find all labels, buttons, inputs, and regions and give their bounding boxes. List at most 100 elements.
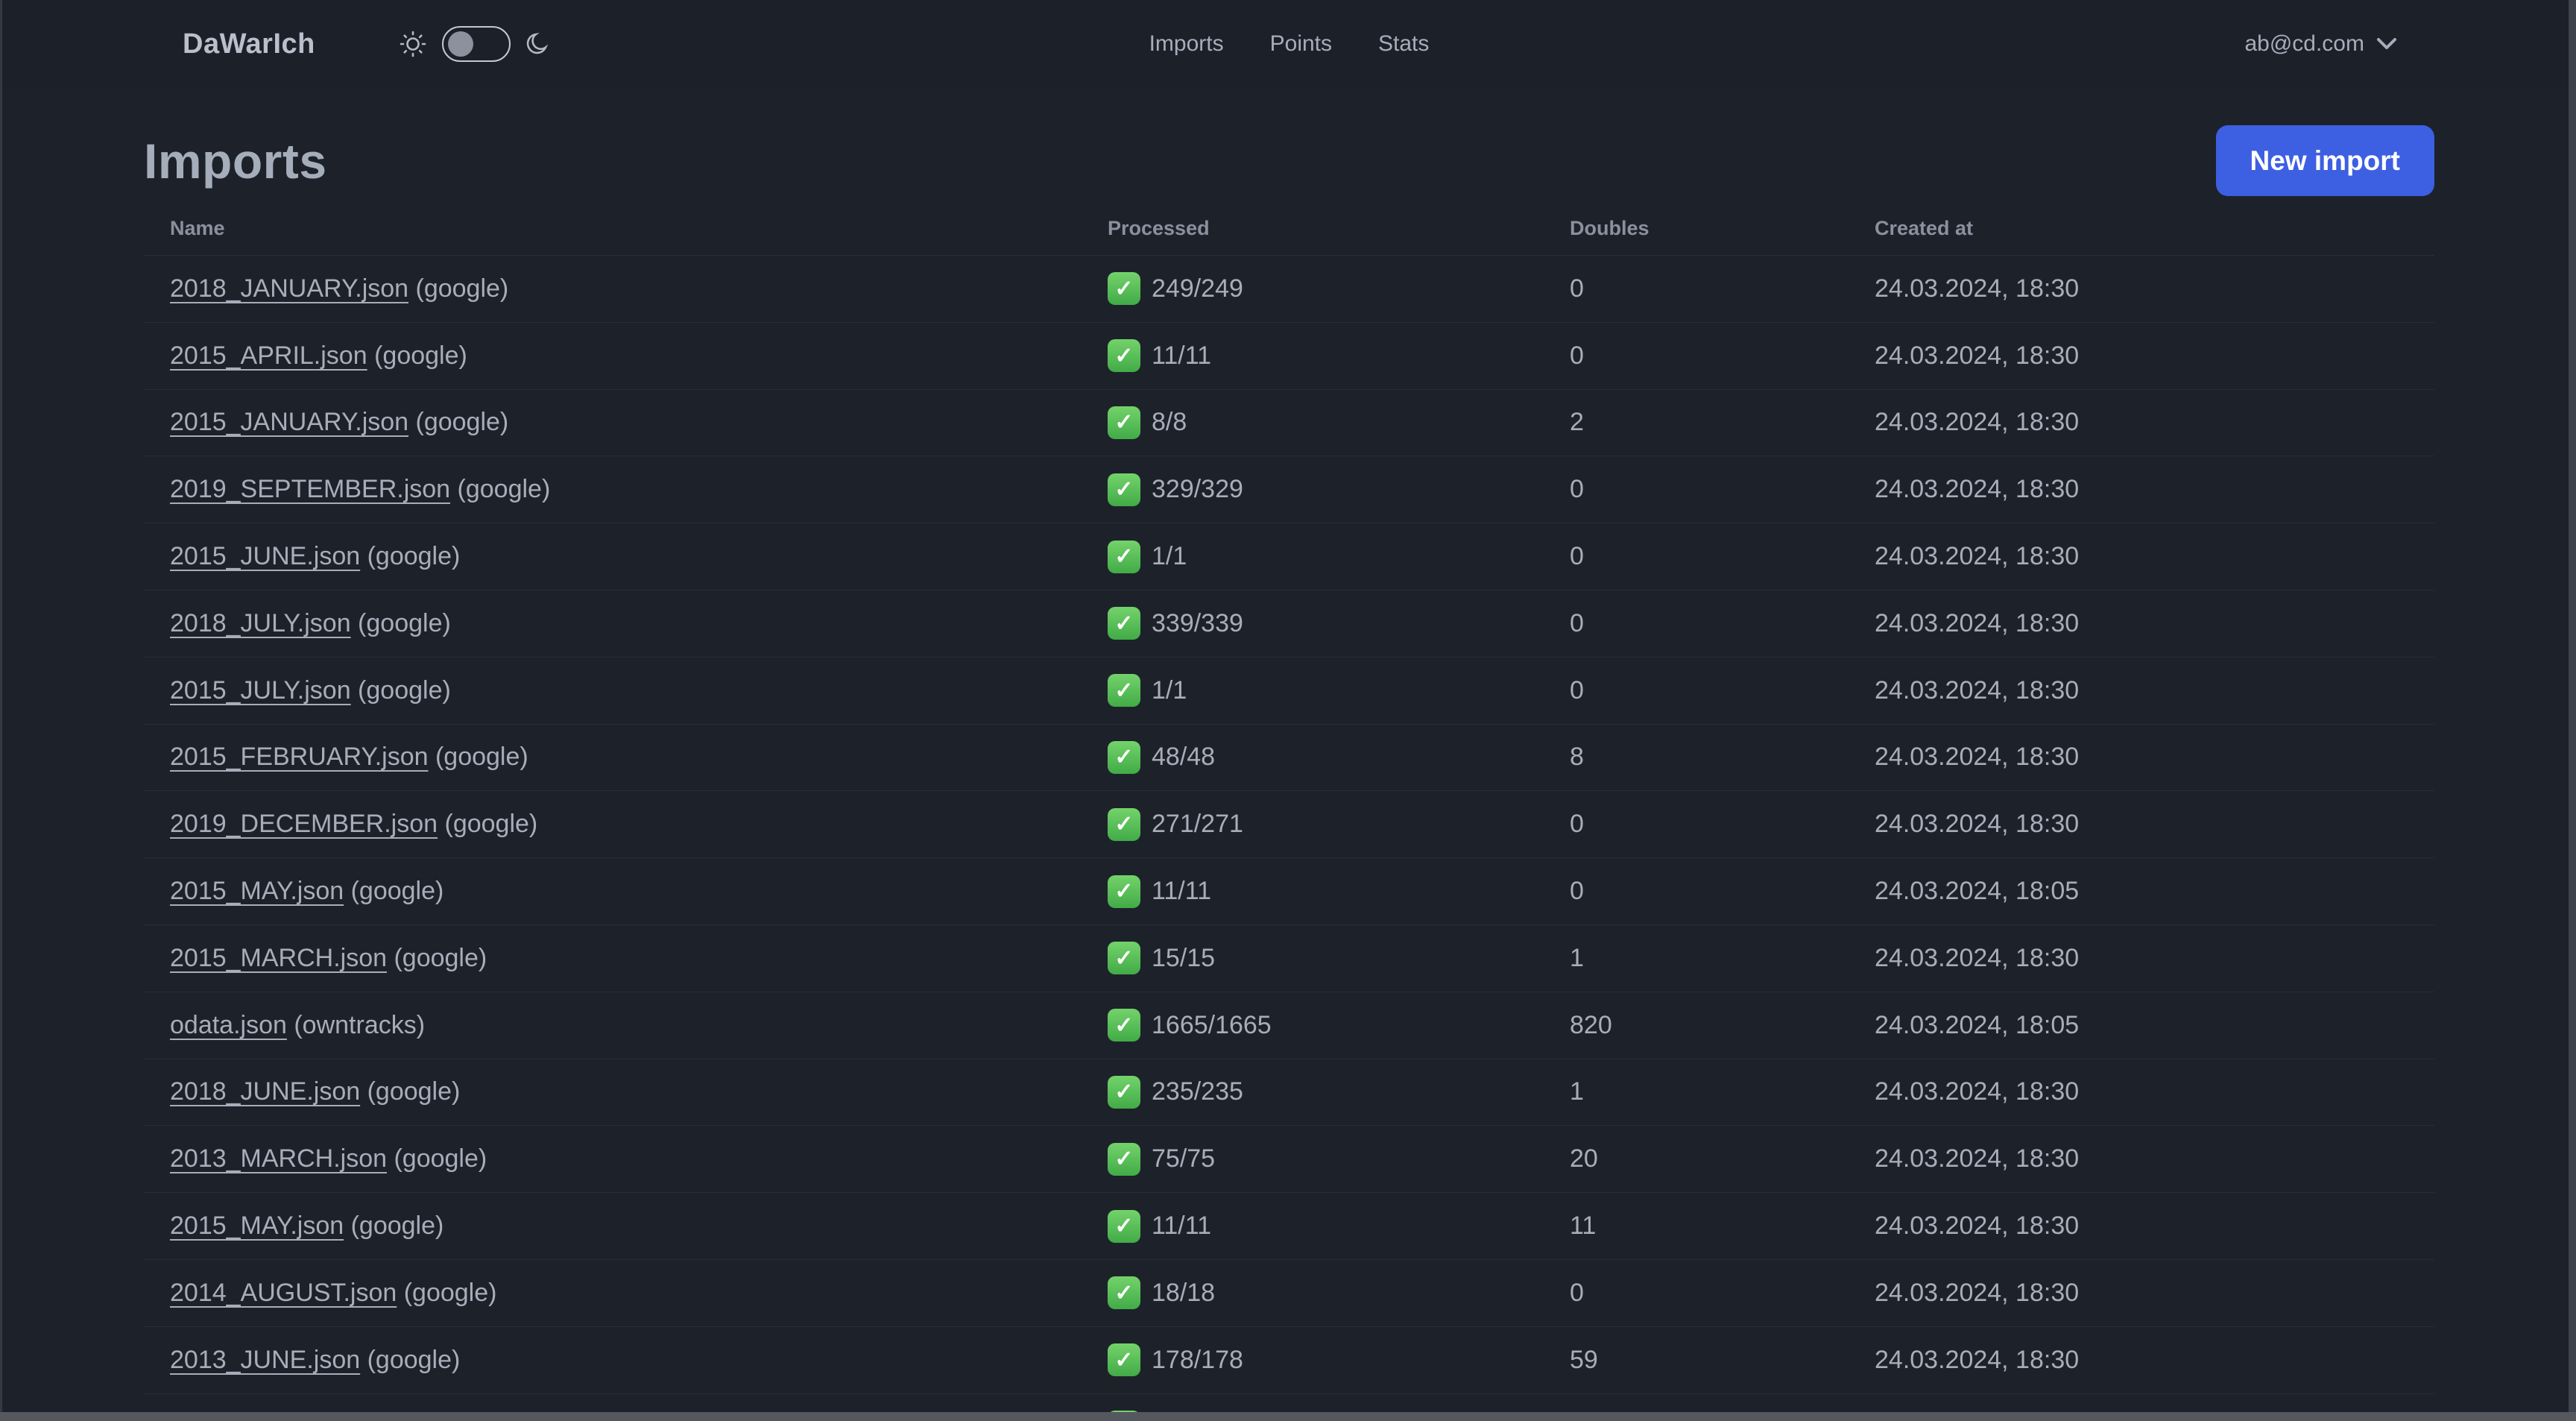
success-check-icon: ✓ (1108, 1142, 1140, 1176)
import-file-link[interactable]: 2015_JUNE.json (170, 542, 361, 571)
doubles-cell: 0 (1570, 1278, 1584, 1307)
doubles-cell: 8 (1570, 743, 1584, 772)
import-file-link[interactable]: 2015_APRIL.json (170, 341, 367, 370)
new-import-button[interactable]: New import (2215, 125, 2434, 196)
moon-icon (526, 33, 549, 54)
navbar: DaWarIch Imports Points Stats ab@cd.com (2, 0, 2576, 88)
table-row: 2015_MAY.json (google) ✓ 11/11 0 24.03.2024,… (144, 858, 2434, 925)
created-at-cell: 24.03.2024, 18:05 (1875, 877, 2080, 906)
main-nav: Imports Points Stats (1149, 0, 1430, 88)
table-body: 2018_JANUARY.json (google) ✓ 249/249 0 24.03… (144, 256, 2434, 1421)
processed-cell: ✓ 1/1 (1108, 674, 1570, 708)
import-file-link[interactable]: 2019_SEPTEMBER.json (170, 475, 451, 504)
success-check-icon: ✓ (1108, 807, 1140, 841)
table-row: 2015_MAY.json (google) ✓ 11/11 11 24.03.2024… (144, 1193, 2434, 1260)
processed-cell: ✓ 249/249 (1108, 272, 1570, 306)
theme-switcher (399, 26, 552, 62)
created-at-cell: 24.03.2024, 18:30 (1875, 475, 2080, 504)
nav-item-stats[interactable]: Stats (1378, 31, 1430, 56)
table-row: 2015_MARCH.json (google) ✓ 15/15 1 24.03.202… (144, 925, 2434, 992)
table-row: 2018_JANUARY.json (google) ✓ 249/249 0 24.03… (144, 256, 2434, 323)
success-check-icon: ✓ (1108, 1276, 1140, 1310)
import-file-link[interactable]: 2015_MARCH.json (170, 943, 388, 972)
import-file-link[interactable]: 2018_JULY.json (170, 608, 351, 637)
processed-cell: ✓ 48/48 (1108, 740, 1570, 774)
table-row: 2013_MARCH.json (google) ✓ 75/75 20 24.03.20… (144, 1126, 2434, 1194)
processed-count: 178/178 (1152, 1345, 1243, 1374)
processed-count: 271/271 (1152, 810, 1243, 839)
table-row: 2015_FEBRUARY.json (google) ✓ 48/48 8 24.03.… (144, 725, 2434, 792)
created-at-cell: 24.03.2024, 18:30 (1875, 743, 2080, 772)
success-check-icon: ✓ (1108, 540, 1140, 573)
nav-item-imports[interactable]: Imports (1149, 31, 1224, 56)
import-file-link[interactable]: 2014_AUGUST.json (170, 1278, 397, 1307)
nav-item-points[interactable]: Points (1269, 31, 1333, 56)
vertical-scrollbar[interactable] (2569, 0, 2576, 1412)
doubles-cell: 0 (1570, 675, 1584, 705)
table-row: 2014_AUGUST.json (google) ✓ 18/18 0 24.03.20… (144, 1260, 2434, 1327)
import-file-link[interactable]: 2013_JUNE.json (170, 1345, 361, 1374)
table-row: 2018_JULY.json (google) ✓ 339/339 0 24.03.20… (144, 590, 2434, 658)
horizontal-scrollbar[interactable] (0, 1412, 2576, 1421)
processed-cell: ✓ 15/15 (1108, 942, 1570, 975)
created-at-cell: 24.03.2024, 18:30 (1875, 341, 2080, 370)
column-header-processed: Processed (1108, 216, 1210, 239)
import-file-link[interactable]: 2019_DECEMBER.json (170, 810, 438, 839)
theme-toggle[interactable] (441, 26, 511, 62)
success-check-icon: ✓ (1108, 942, 1140, 975)
name-cell: 2018_JULY.json (google) (170, 608, 451, 637)
table-row: 2015_JULY.json (google) ✓ 1/1 0 24.03.2024, … (144, 658, 2434, 725)
import-file-link[interactable]: 2018_JANUARY.json (170, 274, 409, 303)
import-file-link[interactable]: 2015_JULY.json (170, 675, 351, 705)
success-check-icon: ✓ (1108, 674, 1140, 708)
doubles-cell: 0 (1570, 475, 1584, 504)
name-cell: 2018_JANUARY.json (google) (170, 274, 509, 303)
app-logo[interactable]: DaWarIch (183, 28, 315, 60)
import-file-link[interactable]: 2013_MARCH.json (170, 1144, 388, 1173)
doubles-cell: 20 (1570, 1144, 1598, 1173)
processed-count: 11/11 (1152, 341, 1212, 370)
processed-count: 329/329 (1152, 475, 1243, 504)
processed-cell: ✓ 271/271 (1108, 807, 1570, 841)
name-cell: odata.json (owntracks) (170, 1010, 426, 1039)
main-content: Imports New import Name Processed Double… (2, 125, 2576, 1421)
processed-count: 249/249 (1152, 274, 1243, 303)
created-at-cell: 24.03.2024, 18:30 (1875, 810, 2080, 839)
import-file-link[interactable]: 2015_MAY.json (170, 1212, 344, 1241)
chevron-down-icon (2377, 38, 2396, 49)
name-cell: 2015_MARCH.json (google) (170, 943, 487, 972)
account-email: ab@cd.com (2244, 31, 2364, 56)
import-file-link[interactable]: 2015_MAY.json (170, 877, 344, 906)
created-at-cell: 24.03.2024, 18:30 (1875, 1212, 2080, 1241)
created-at-cell: 24.03.2024, 18:30 (1875, 608, 2080, 637)
column-header-doubles: Doubles (1570, 216, 1650, 239)
import-file-link[interactable]: odata.json (170, 1010, 287, 1039)
import-file-link[interactable]: 2018_JUNE.json (170, 1077, 361, 1106)
doubles-cell: 11 (1570, 1212, 1597, 1241)
created-at-cell: 24.03.2024, 18:30 (1875, 1278, 2080, 1307)
processed-count: 11/11 (1152, 1212, 1212, 1241)
processed-cell: ✓ 1/1 (1108, 540, 1570, 573)
import-file-link[interactable]: 2015_JANUARY.json (170, 408, 409, 437)
account-menu[interactable]: ab@cd.com (2244, 31, 2397, 57)
name-cell: 2019_SEPTEMBER.json (google) (170, 475, 551, 504)
name-cell: 2019_DECEMBER.json (google) (170, 810, 538, 839)
processed-cell: ✓ 11/11 (1108, 875, 1570, 908)
processed-count: 11/11 (1152, 877, 1212, 906)
created-at-cell: 24.03.2024, 18:30 (1875, 675, 2080, 705)
processed-count: 235/235 (1152, 1077, 1243, 1106)
created-at-cell: 24.03.2024, 18:30 (1875, 408, 2080, 437)
doubles-cell: 0 (1570, 608, 1584, 637)
table-row: 2019_DECEMBER.json (google) ✓ 271/271 0 24.0… (144, 791, 2434, 859)
success-check-icon: ✓ (1108, 1209, 1140, 1243)
processed-count: 75/75 (1152, 1144, 1216, 1173)
import-file-link[interactable]: 2015_FEBRUARY.json (170, 743, 429, 772)
table-row: odata.json (owntracks) ✓ 1665/1665 820 24.03… (144, 992, 2434, 1059)
doubles-cell: 0 (1570, 274, 1584, 303)
success-check-icon: ✓ (1108, 406, 1140, 439)
doubles-cell: 0 (1570, 810, 1584, 839)
success-check-icon: ✓ (1108, 473, 1140, 506)
doubles-cell: 0 (1570, 542, 1584, 571)
created-at-cell: 24.03.2024, 18:30 (1875, 943, 2080, 972)
